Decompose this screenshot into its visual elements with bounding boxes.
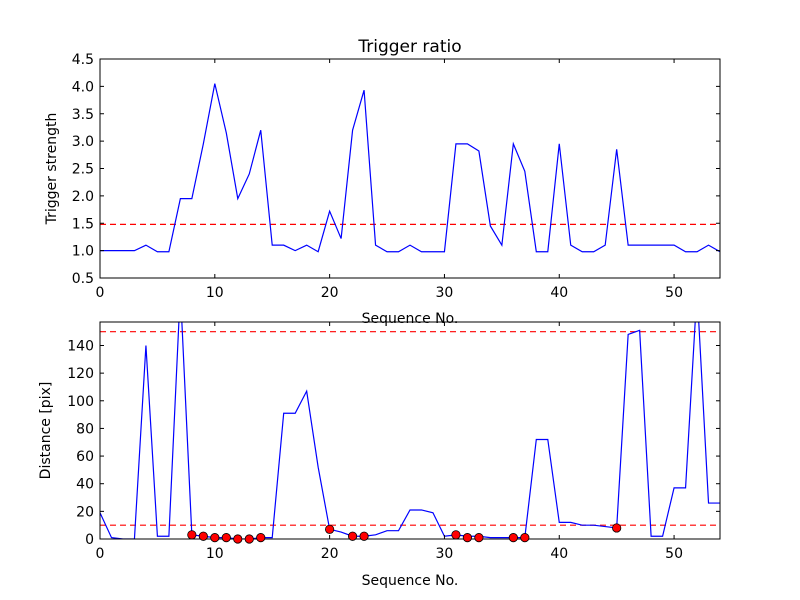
data-point-marker xyxy=(233,534,243,544)
y-tick-label: 3.0 xyxy=(72,134,94,150)
data-point-marker xyxy=(508,533,518,543)
data-point-marker xyxy=(221,533,231,543)
y-tick-label: 60 xyxy=(76,449,94,465)
distance-panel: 0 10 20 30 40 50 0 20 40 60 80 100 120 140 Sequence N… xyxy=(38,321,721,589)
y-tick-label: 4.0 xyxy=(72,79,94,95)
data-point-marker xyxy=(187,530,197,540)
plot-frame xyxy=(99,321,721,540)
y-tick-label: 2.5 xyxy=(72,162,94,178)
y-tick-label: 120 xyxy=(67,366,94,382)
x-tick-label: 0 xyxy=(96,285,105,301)
y-tick-label: 2.0 xyxy=(72,189,94,205)
data-point-marker xyxy=(244,534,254,544)
y-tick-label: 1.5 xyxy=(72,216,94,232)
marker-group xyxy=(187,523,622,544)
x-tick-label: 50 xyxy=(665,285,683,301)
y-axis-label: Distance [pix] xyxy=(38,382,54,480)
x-tick-label: 20 xyxy=(321,546,339,562)
data-point-marker xyxy=(474,533,484,543)
y-tick-label: 140 xyxy=(67,338,94,354)
y-tick-label: 1.0 xyxy=(72,244,94,260)
data-point-marker xyxy=(520,533,530,543)
y-tick-label: 80 xyxy=(76,421,94,437)
y-tick-label: 0.5 xyxy=(72,271,94,287)
x-tick-label: 30 xyxy=(436,546,454,562)
y-tick-label: 20 xyxy=(76,504,94,520)
data-point-marker xyxy=(359,531,369,541)
x-axis-label: Sequence No. xyxy=(362,573,459,589)
x-tick-label: 20 xyxy=(321,285,339,301)
x-tick-label: 10 xyxy=(206,285,224,301)
x-tick-label: 50 xyxy=(665,546,683,562)
data-point-marker xyxy=(198,531,208,541)
data-point-marker xyxy=(210,533,220,543)
y-axis-label: Trigger strength xyxy=(44,113,60,226)
data-point-marker xyxy=(325,524,335,534)
x-tick-label: 30 xyxy=(436,285,454,301)
series-line xyxy=(100,83,720,253)
x-tick-label: 10 xyxy=(206,546,224,562)
y-tick-label: 3.5 xyxy=(72,107,94,123)
x-tick-label: 0 xyxy=(96,546,105,562)
y-tick-label: 4.5 xyxy=(72,52,94,68)
data-point-marker xyxy=(612,523,622,533)
y-tick-label: 40 xyxy=(76,477,94,493)
y-tick-label: 100 xyxy=(67,394,94,410)
x-tick-label: 40 xyxy=(550,546,568,562)
data-point-marker xyxy=(256,533,266,543)
data-point-marker xyxy=(462,533,473,543)
data-point-marker xyxy=(451,530,461,540)
x-axis-label: Sequence No. xyxy=(362,311,459,327)
chart-title: Trigger ratio xyxy=(357,37,461,57)
x-tick-label: 40 xyxy=(550,285,568,301)
y-tick-label: 0 xyxy=(85,532,94,548)
data-point-marker xyxy=(347,531,358,541)
trigger-ratio-panel: 0 10 20 30 40 50 0.5 1.0 1.5 2.0 2.5 3.0 3.5 4.0 4.5 T… xyxy=(44,37,721,327)
